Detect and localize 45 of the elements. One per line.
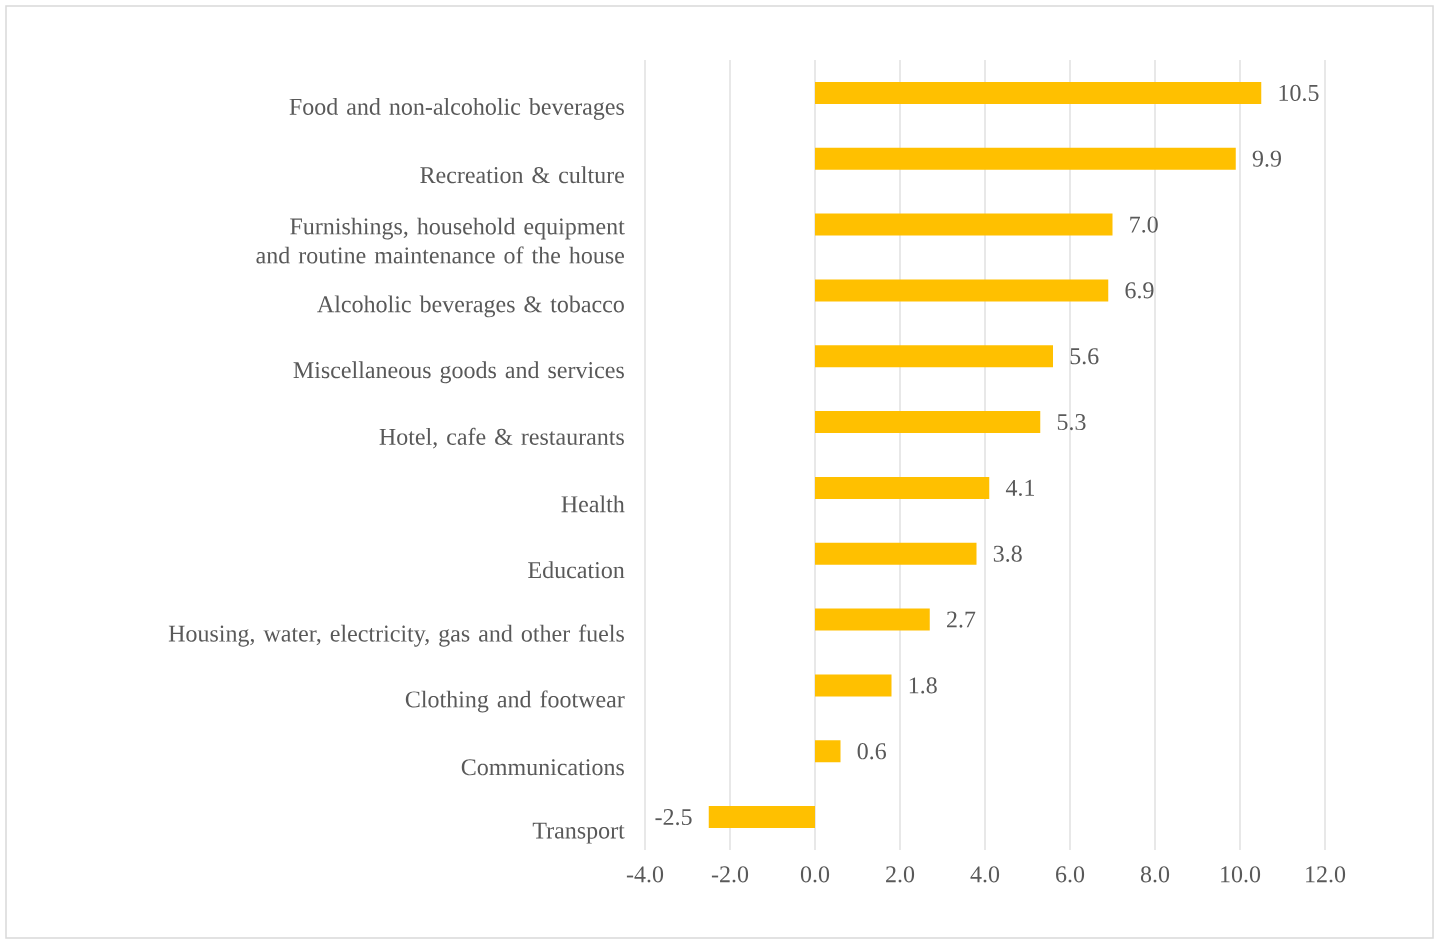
bar	[815, 608, 930, 631]
y-tick-label: Alcoholic beverages & tobacco	[317, 295, 624, 318]
data-label: 9.9	[1252, 150, 1281, 167]
y-tick-label: Education	[528, 561, 625, 579]
bar	[708, 806, 815, 829]
y-tick-label: Transport	[532, 822, 625, 844]
bar	[815, 542, 977, 565]
y-tick-label: Food and non-alcoholic beverages	[289, 98, 624, 120]
bar	[815, 411, 1041, 434]
y-tick-label: Housing, water, electricity, gas and other fuels	[168, 624, 624, 647]
x-tick-label: 6.0	[1056, 866, 1085, 883]
x-tick-label: 10.0	[1221, 866, 1261, 883]
data-label: 2.7	[947, 611, 976, 628]
x-tick-label: -4.0	[626, 866, 664, 883]
y-tick-label: Clothing and footwear	[405, 690, 625, 713]
y-tick-label: Communications	[461, 759, 624, 776]
data-label: 7.0	[1130, 216, 1158, 233]
data-label: 6.9	[1125, 282, 1154, 299]
x-tick-label: 0.0	[800, 866, 830, 883]
data-label: 4.1	[1005, 479, 1035, 497]
data-label: 5.6	[1070, 348, 1099, 365]
y-tick-label: Recreation & culture	[420, 166, 624, 184]
x-tick-label: 4.0	[970, 866, 1000, 883]
y-tick-label: Furnishings, household equipment and routine maintenance of the house	[256, 217, 625, 264]
bar	[815, 345, 1054, 368]
data-label: 0.6	[857, 743, 886, 760]
x-tick-label: 2.0	[886, 866, 915, 883]
bar	[815, 476, 990, 499]
x-tick-label: 12.0	[1306, 866, 1346, 883]
data-label: 1.8	[909, 677, 937, 694]
bar	[815, 81, 1262, 104]
x-tick-label: 8.0	[1140, 866, 1170, 883]
y-tick-label: Hotel, cafe & restaurants	[379, 427, 624, 449]
bar	[815, 740, 841, 763]
bar	[815, 213, 1113, 236]
y-tick-label: Miscellaneous goods and services	[293, 361, 624, 384]
y-tick-label: Health	[561, 495, 625, 513]
data-label: -2.5	[655, 808, 692, 826]
x-tick-label: -2.0	[711, 866, 749, 883]
bar	[815, 279, 1109, 302]
data-label: 5.3	[1057, 413, 1086, 431]
data-label: 10.5	[1279, 84, 1319, 102]
data-label: 3.8	[993, 545, 1022, 562]
bar	[815, 147, 1236, 170]
bar	[815, 674, 892, 697]
